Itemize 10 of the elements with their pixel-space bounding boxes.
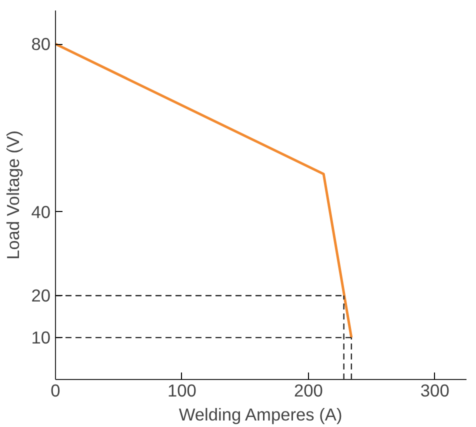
x-tick-label: 200: [294, 380, 323, 400]
x-tick-label: 0: [50, 380, 60, 400]
x-tick-label: 100: [168, 380, 196, 400]
x-tick-label: 300: [420, 380, 450, 400]
x-axis-title: Welding Amperes (A): [178, 404, 342, 424]
y-axis-title: Load Voltage (V): [3, 130, 24, 260]
y-tick-label: 20: [31, 286, 51, 306]
y-tick-label: 80: [31, 34, 51, 54]
y-tick-label: 10: [31, 328, 51, 348]
y-tick-label: 40: [31, 202, 51, 222]
